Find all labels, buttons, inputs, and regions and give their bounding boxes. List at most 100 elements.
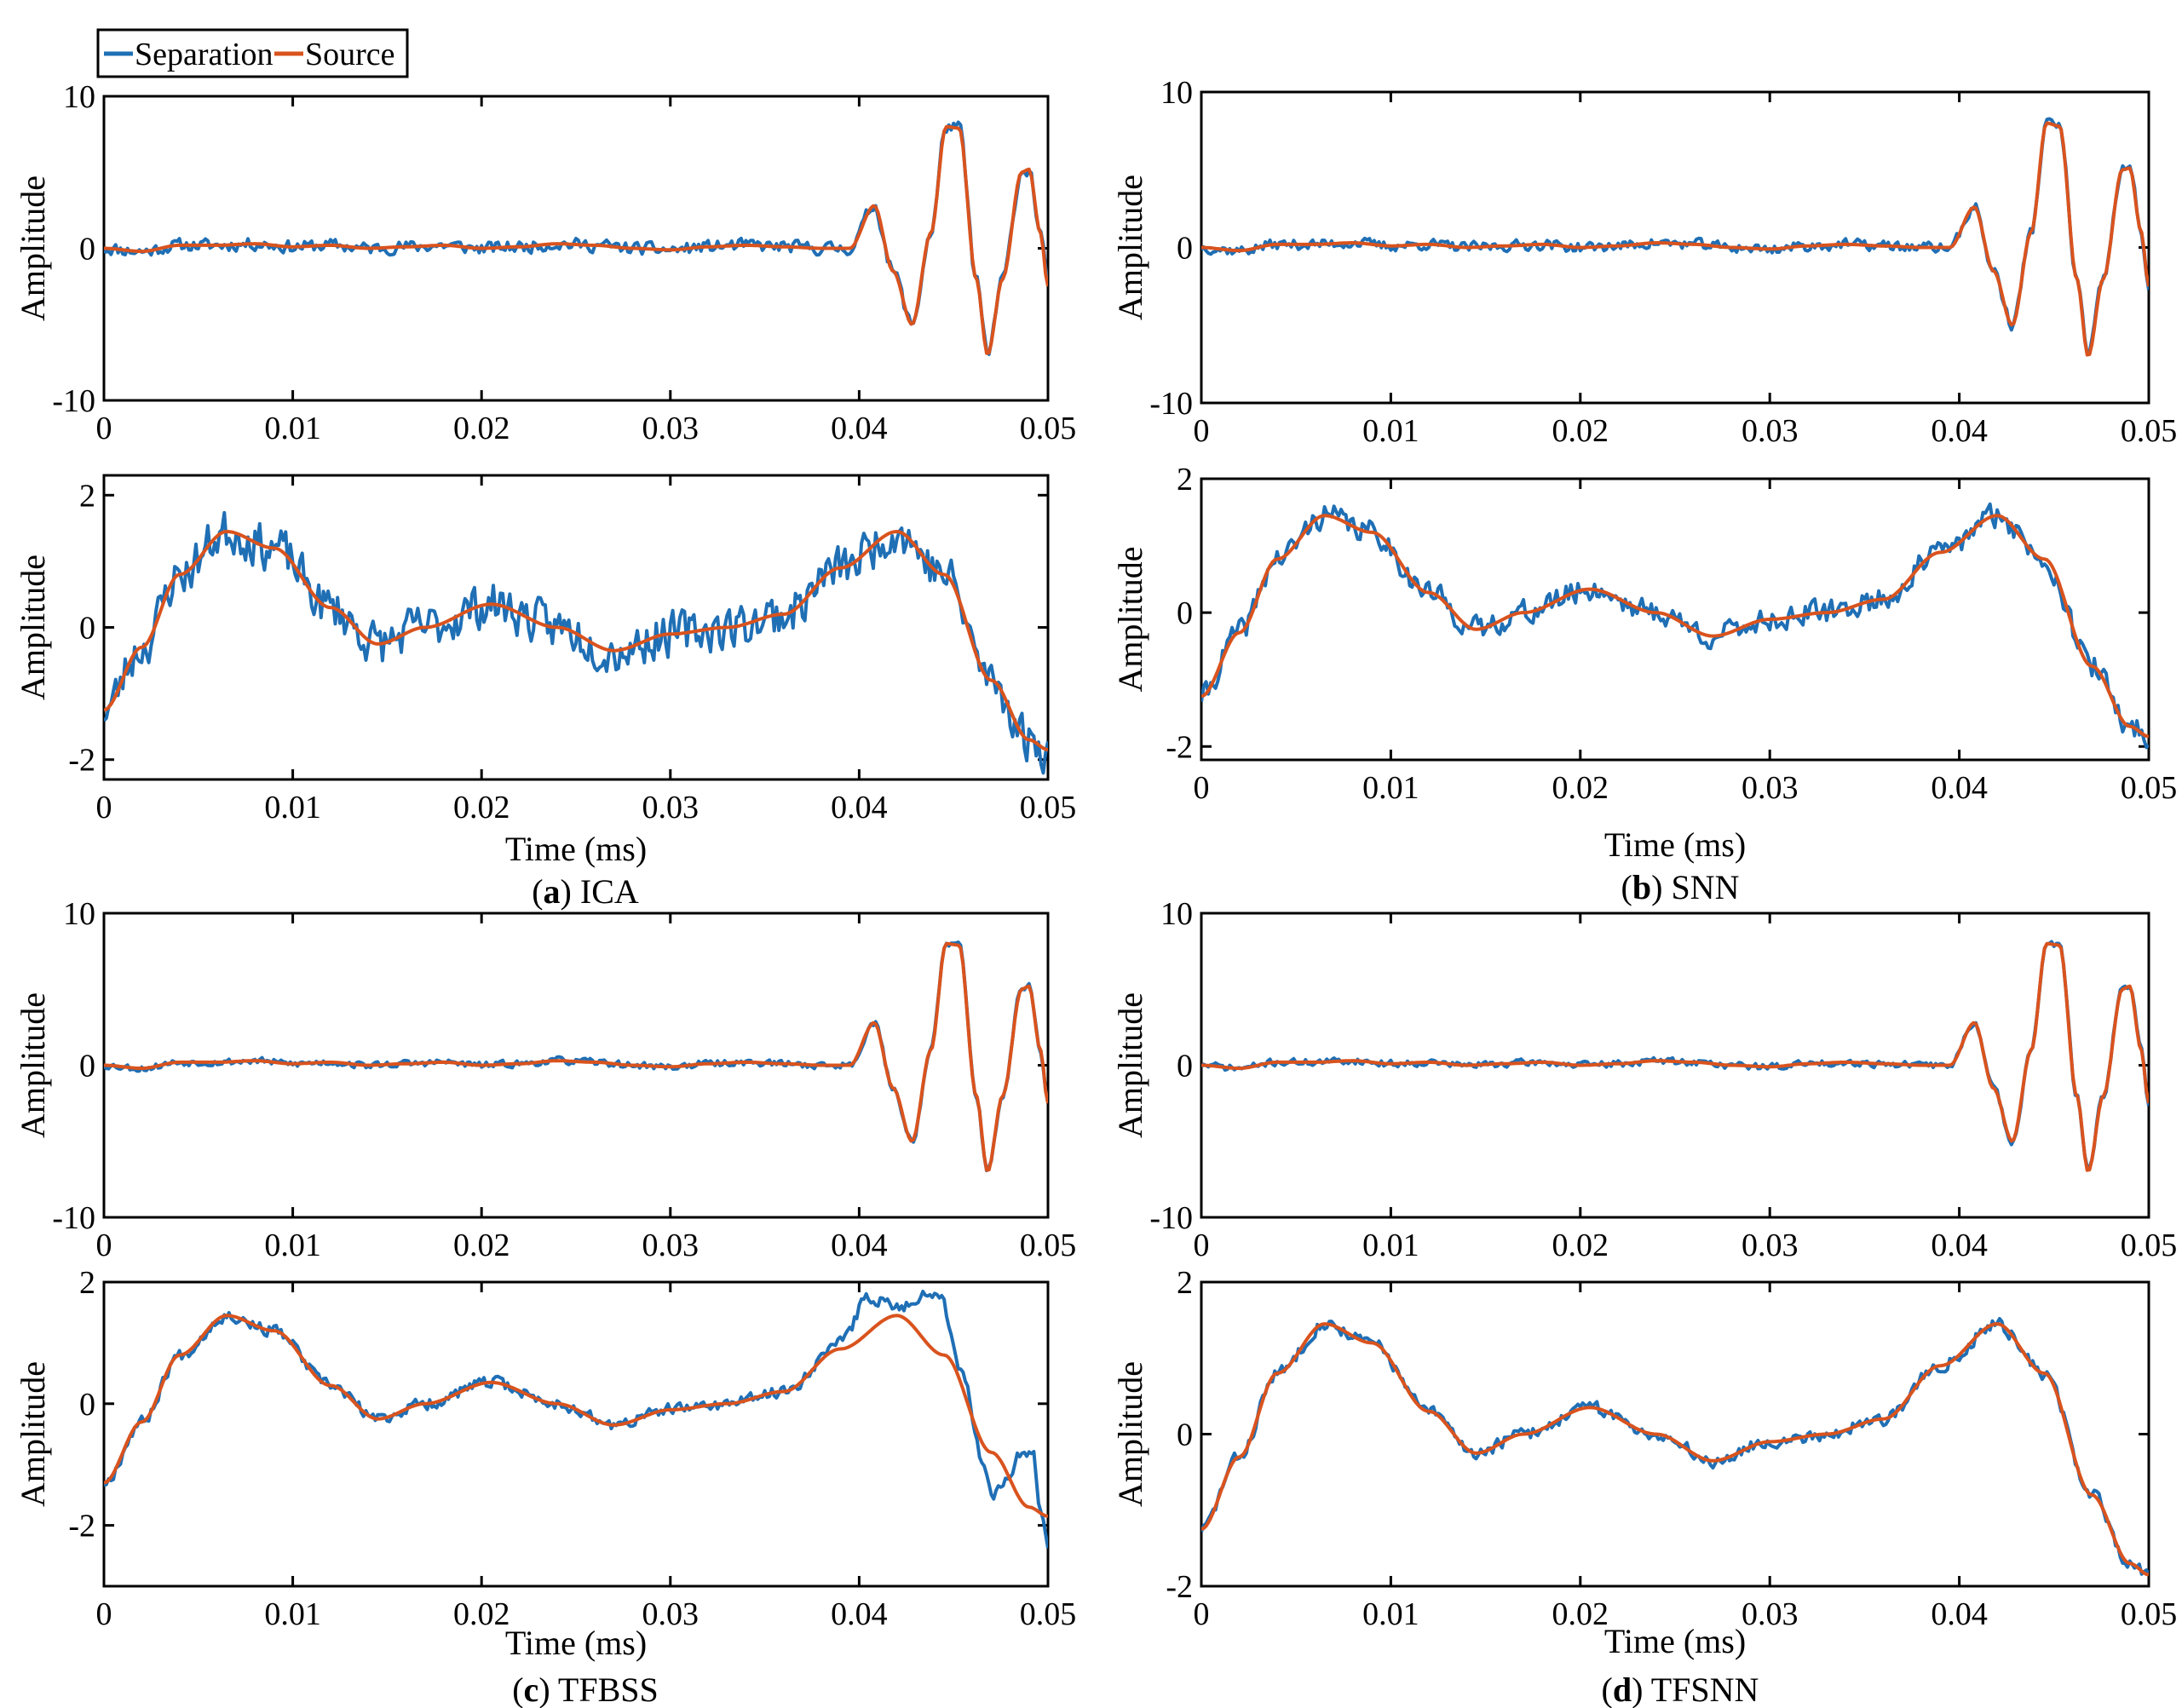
legend-box — [96, 28, 409, 78]
y-tick-label: 0 — [79, 611, 95, 647]
x-tick-label: 0.01 — [1362, 1596, 1419, 1632]
y-tick-label: 0 — [1177, 231, 1193, 267]
x-tick-label: 0 — [1194, 413, 1210, 449]
x-tick-label: 0.01 — [264, 790, 321, 825]
y-tick-label: -10 — [1149, 1200, 1193, 1236]
y-tick-label: 10 — [1160, 896, 1193, 932]
x-tick-label: 0.05 — [1020, 1596, 1077, 1632]
caption-c: (c) TFBSS — [512, 1671, 659, 1708]
chart-c-bottom: 0 0.01 0.02 0.03 0.04 0.05 2 0 -2 Amplitude Time (… — [14, 1265, 1076, 1662]
x-tick-label: 0.05 — [2121, 1228, 2178, 1263]
x-tick-label: 0 — [96, 1596, 112, 1632]
x-axis-label: Time (ms) — [1604, 1622, 1746, 1660]
x-tick-label: 0.01 — [264, 1596, 321, 1632]
legend-source-label: Source — [305, 37, 395, 72]
x-tick-label: 0 — [96, 1228, 112, 1263]
x-tick-label: 0 — [1194, 1596, 1210, 1632]
y-axis-label: Amplitude — [1111, 992, 1149, 1138]
series-group — [104, 940, 1048, 1173]
x-tick-label: 0.04 — [1931, 770, 1988, 806]
y-axis-label: Amplitude — [14, 175, 52, 321]
y-tick-label: -2 — [1166, 1569, 1193, 1605]
series-source-line — [1201, 1322, 2149, 1577]
series-source-line — [1201, 514, 2149, 739]
x-tick-label: 0.03 — [1742, 1596, 1799, 1632]
x-tick-label: 0.03 — [1742, 770, 1799, 806]
x-tick-label: 0.02 — [1552, 1596, 1609, 1632]
x-tick-label: 0.05 — [1020, 411, 1077, 446]
x-tick-label: 0.02 — [1552, 770, 1609, 806]
x-tick-label: 0.02 — [1552, 1228, 1609, 1263]
x-tick-label: 0.04 — [1931, 1228, 1988, 1263]
x-tick-label: 0.05 — [2121, 413, 2178, 449]
y-tick-label: 2 — [1177, 462, 1193, 497]
y-tick-label: 0 — [1177, 1049, 1193, 1084]
caption-d-text: TFSNN — [1651, 1671, 1759, 1708]
y-tick-label: 2 — [1177, 1265, 1193, 1301]
x-axis-label: Time (ms) — [1604, 825, 1746, 864]
x-tick-label: 0 — [96, 411, 112, 446]
x-tick-label: 0.01 — [1362, 1228, 1419, 1263]
x-tick-label: 0.01 — [1362, 413, 1419, 449]
x-tick-label: 0.03 — [1742, 1228, 1799, 1263]
series-group — [104, 1290, 1048, 1549]
series-group — [1201, 1317, 2149, 1577]
x-tick-label: 0.04 — [831, 1228, 888, 1263]
y-axis-label: Amplitude — [1111, 1361, 1149, 1507]
y-axis-label: Amplitude — [1111, 175, 1149, 320]
y-tick-label: 10 — [63, 896, 95, 932]
y-tick-label: -10 — [1149, 386, 1193, 422]
series-source-line — [104, 1314, 1048, 1518]
x-tick-label: 0.03 — [1742, 413, 1799, 449]
x-tick-label: 0.02 — [453, 1228, 510, 1263]
caption-a-text: ICA — [580, 872, 639, 911]
x-tick-label: 0.05 — [2121, 1596, 2178, 1632]
y-tick-label: 0 — [79, 232, 95, 267]
x-tick-label: 0.03 — [642, 1596, 700, 1632]
series-source-line — [1201, 121, 2149, 357]
y-axis-label: Amplitude — [1111, 546, 1149, 692]
y-tick-label: 10 — [1160, 75, 1193, 111]
x-tick-label: 0.05 — [1020, 1228, 1077, 1263]
x-tick-label: 0.01 — [264, 1228, 321, 1263]
legend-separation-label: Separation — [135, 37, 273, 72]
series-source-line — [1201, 941, 2149, 1172]
y-tick-label: 0 — [1177, 1418, 1193, 1453]
plot-area — [102, 912, 1050, 1219]
x-tick-label: 0.03 — [642, 411, 700, 446]
series-group — [1201, 502, 2149, 750]
caption-b-text: SNN — [1671, 868, 1739, 906]
caption-a-letter: a — [544, 872, 561, 911]
x-tick-label: 0.01 — [264, 411, 321, 446]
series-source-line — [104, 941, 1048, 1172]
y-axis-label: Amplitude — [14, 992, 52, 1138]
caption-c-letter: c — [524, 1671, 539, 1708]
x-axis-label: Time (ms) — [505, 830, 647, 868]
x-tick-label: 0.04 — [831, 790, 888, 825]
x-tick-label: 0.04 — [1931, 413, 1988, 449]
caption-b: (b) SNN — [1621, 868, 1740, 906]
series-source-line — [104, 124, 1048, 355]
caption-c-text: TFBSS — [558, 1671, 659, 1708]
plot-area — [1200, 1280, 2150, 1588]
y-tick-label: 0 — [79, 1049, 95, 1084]
plot-area — [102, 474, 1050, 781]
y-tick-label: -2 — [68, 1509, 95, 1544]
x-tick-label: 0 — [96, 790, 112, 825]
y-tick-label: 10 — [63, 79, 95, 115]
x-tick-label: 0.03 — [642, 790, 700, 825]
x-tick-label: 0 — [1194, 1228, 1210, 1263]
x-tick-label: 0.04 — [1931, 1596, 1988, 1632]
caption-a: (a) ICA — [532, 872, 639, 911]
y-tick-label: 0 — [79, 1387, 95, 1423]
series-group — [104, 510, 1048, 775]
x-tick-label: 0.04 — [831, 1596, 888, 1632]
x-tick-label: 0.02 — [453, 411, 510, 446]
